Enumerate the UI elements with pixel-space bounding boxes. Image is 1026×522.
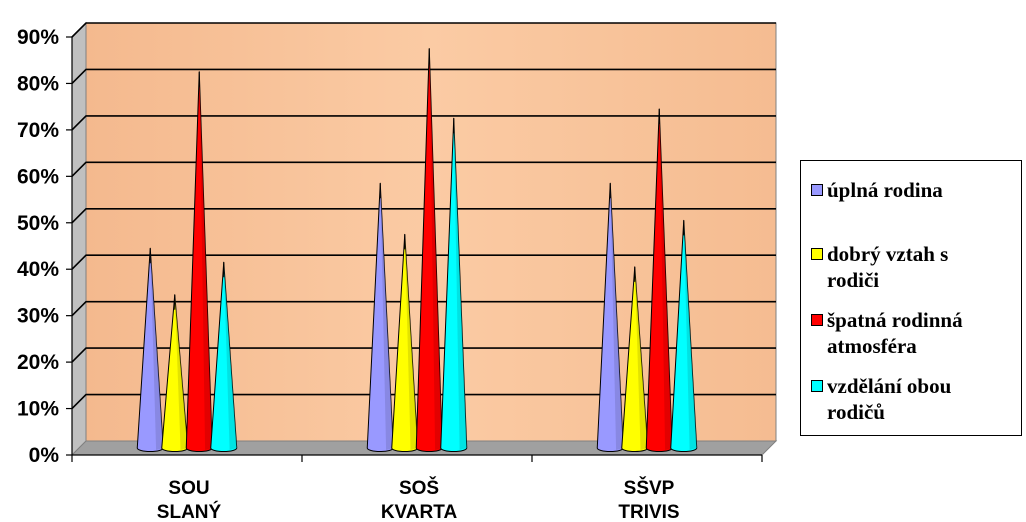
gridline <box>71 161 776 177</box>
y-tick-label: 60% <box>17 165 59 188</box>
bar <box>440 117 468 452</box>
gridline <box>71 207 776 224</box>
legend-swatch <box>811 314 823 326</box>
y-tick-label: 30% <box>17 305 59 328</box>
legend: úplná rodina dobrý vztah s rodiči špatná ro… <box>800 160 1022 436</box>
category-label: SOU SLANÝ <box>157 478 222 522</box>
legend-swatch <box>811 184 823 196</box>
gridline <box>71 22 776 38</box>
legend-item: úplná rodina <box>811 177 1021 203</box>
legend-item: špatná rodinná atmosféra <box>811 307 1021 359</box>
y-tick-label: 20% <box>17 351 59 374</box>
gridline <box>71 393 776 410</box>
bar <box>670 219 698 452</box>
legend-item: dobrý vztah s rodiči <box>811 241 1021 293</box>
legend-label: vzdělání obou rodičů <box>827 374 952 424</box>
y-tick-label: 40% <box>17 258 59 281</box>
bars <box>136 48 698 452</box>
legend-label: špatná rodinná atmosféra <box>827 308 963 358</box>
category-label: SŠVP TRIVIS <box>618 477 679 522</box>
legend-swatch <box>811 380 823 392</box>
side-wall <box>71 21 87 457</box>
y-tick-label: 0% <box>29 444 60 467</box>
legend-item: vzdělání obou rodičů <box>811 373 1021 425</box>
y-tick-label: 80% <box>17 72 59 95</box>
gridline <box>71 347 776 363</box>
x-axis: SOU SLANÝ SOŠ KVARTA SŠVP TRIVIS <box>157 477 680 522</box>
legend-swatch <box>811 248 823 260</box>
gridline <box>71 68 776 85</box>
gridline <box>71 300 776 317</box>
y-tick-label: 90% <box>17 26 59 49</box>
y-tick-label: 10% <box>17 398 59 421</box>
category-label: SOŠ KVARTA <box>381 477 458 522</box>
gridline <box>71 254 776 270</box>
gridline <box>71 115 776 131</box>
bar <box>210 261 238 452</box>
legend-label: dobrý vztah s rodiči <box>827 242 949 292</box>
y-tick-label: 70% <box>17 119 59 142</box>
y-tick-label: 50% <box>17 212 59 235</box>
legend-label: úplná rodina <box>827 178 943 202</box>
y-axis: 0% 10% 20% 30% 40% 50% 60% 70% 80% 90% <box>17 26 763 467</box>
